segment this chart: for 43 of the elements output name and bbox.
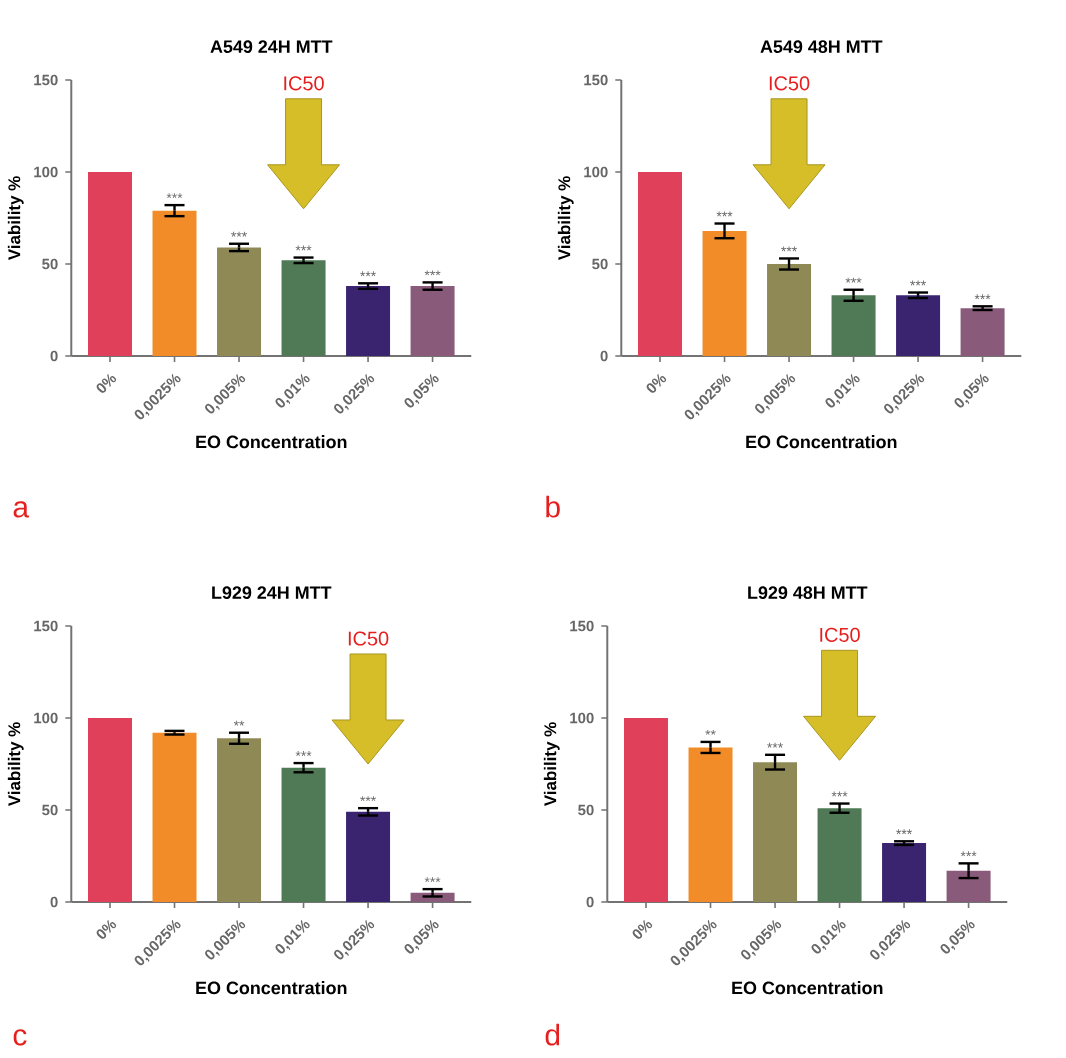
bar — [946, 870, 991, 902]
text: a — [13, 501, 30, 518]
chart-title: A549 24H MTT — [210, 40, 333, 54]
x-axis-title: EO Concentration — [196, 981, 347, 995]
annotation: IC50 — [348, 631, 389, 646]
chart-title: L929 24H MTT — [212, 586, 332, 600]
y-axis-title: Viability % — [7, 722, 24, 807]
bar — [88, 718, 132, 902]
y-axis-title: Viability % — [543, 722, 560, 807]
bar — [702, 230, 747, 356]
bar — [281, 260, 326, 356]
x-axis-title: EO Concentration — [196, 435, 347, 449]
y-axis-title: Viability % — [7, 176, 24, 261]
chart-title: A549 48H MTT — [760, 40, 883, 54]
bar — [882, 843, 927, 902]
bar — [638, 171, 683, 356]
text: b — [546, 495, 560, 518]
bar — [753, 762, 798, 902]
bar — [767, 263, 812, 356]
annotation: IC50 — [769, 76, 810, 91]
bar — [217, 738, 262, 902]
bar — [817, 808, 862, 902]
bar — [217, 247, 262, 356]
bar — [688, 747, 733, 902]
text: c — [13, 1029, 27, 1046]
bar — [960, 308, 1005, 356]
bar — [896, 295, 941, 356]
x-axis-title: EO Concentration — [732, 981, 883, 995]
x-axis-title: EO Concentration — [746, 435, 897, 449]
chart-title: L929 48H MTT — [748, 586, 868, 600]
text: d — [545, 1023, 560, 1046]
y-axis-title: Viability % — [557, 176, 574, 261]
bar — [624, 718, 669, 902]
annotation: IC50 — [284, 76, 324, 91]
bar — [346, 286, 391, 356]
bar — [831, 295, 876, 356]
bar — [152, 210, 197, 356]
bar — [346, 811, 391, 902]
bar — [88, 171, 132, 356]
bar — [410, 286, 455, 356]
bar — [281, 767, 326, 902]
annotation: IC50 — [820, 627, 860, 642]
bar — [152, 732, 197, 902]
